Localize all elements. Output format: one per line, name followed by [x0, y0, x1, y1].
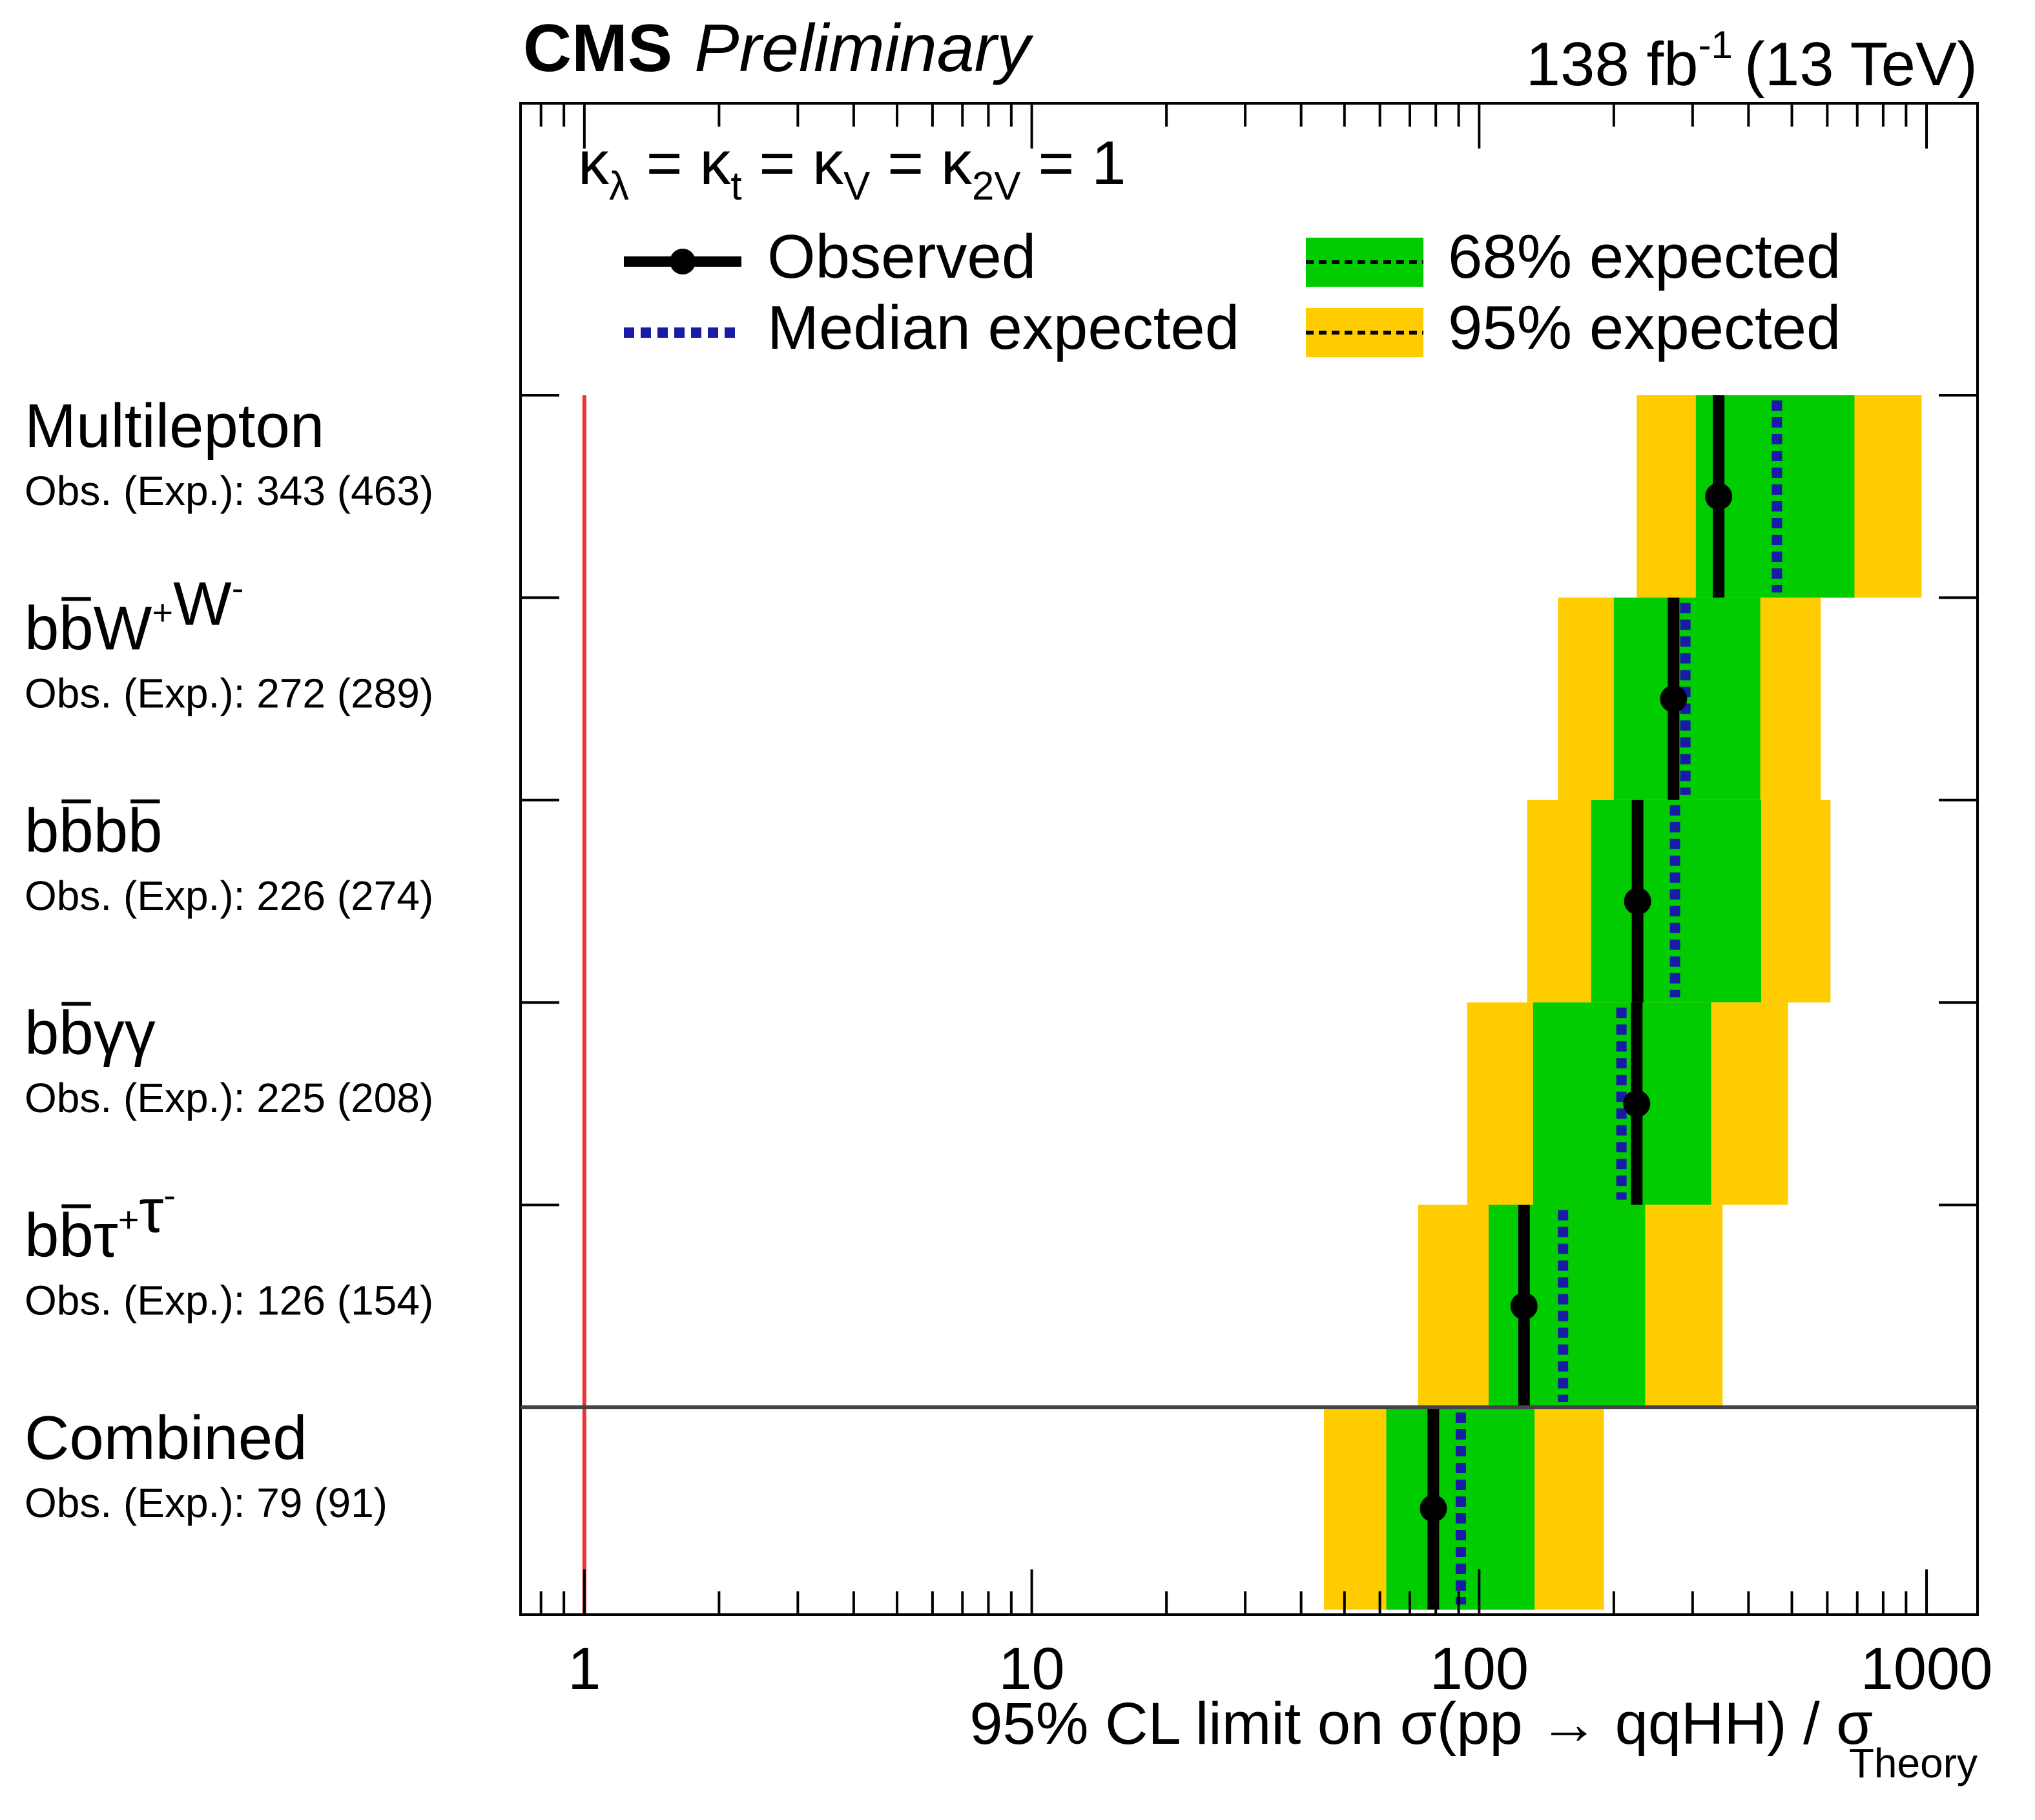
band-68-bbgg: [1533, 1002, 1711, 1205]
channel-summary-bbgg: Obs. (Exp.): 225 (208): [25, 1075, 433, 1121]
channel-summary-Combined: Obs. (Exp.): 79 (91): [25, 1480, 387, 1526]
channel-name-part: b: [59, 594, 93, 663]
channel-name-bbWW: bbW+W-: [25, 567, 243, 663]
x-axis-ticks: 1 10 100 1000: [539, 103, 1993, 1702]
x-tick-label: 1000: [1861, 1636, 1993, 1702]
coupling-part: λ: [609, 164, 629, 209]
luminosity-label: 138 fb-1 (13 TeV): [1526, 23, 1978, 99]
channel-name-part: b: [25, 1201, 59, 1270]
channel-name-part: τ: [139, 1177, 163, 1246]
channel-name-part: b: [59, 998, 93, 1068]
observed-marker-bbbb: [1624, 887, 1651, 915]
channel-name-part: +: [118, 1199, 139, 1240]
lumi-exponent: -1: [1699, 23, 1733, 67]
x-tick-label: 1: [568, 1636, 601, 1702]
channel-name-part: Combined: [25, 1403, 307, 1473]
coupling-part: = κ: [629, 129, 731, 198]
channel-name-part: τ: [94, 1201, 118, 1270]
channel-name-part: -: [163, 1175, 176, 1215]
experiment-label: CMS: [523, 11, 672, 86]
channel-name-part: Multilepton: [25, 391, 324, 460]
channel-name-part: b: [128, 796, 162, 865]
coupling-part: = κ: [870, 129, 972, 198]
channel-name-Multilepton: Multilepton: [25, 391, 324, 460]
channel-name-part: W: [94, 594, 152, 663]
coupling-part: t: [730, 164, 741, 209]
coupling-part: κ: [578, 129, 610, 198]
observed-marker-bbWW: [1660, 685, 1688, 713]
observed-marker-Combined: [1420, 1494, 1447, 1522]
observed-marker-Multilepton: [1705, 482, 1733, 510]
channel-name-part: b: [94, 796, 128, 865]
legend: κλ = κt = κV = κ2V = 1 Observed Median e…: [578, 129, 1841, 362]
separator-layer: [521, 394, 1978, 1409]
channel-summary-bbbb: Obs. (Exp.): 226 (274): [25, 873, 433, 919]
channel-name-part: +: [152, 592, 173, 632]
observed-marker-bbtautau: [1510, 1292, 1538, 1320]
observed-marker-bbgg: [1623, 1090, 1651, 1117]
x-axis-title: 95% CL limit on σ(pp → qqHH) / σ: [969, 1691, 1873, 1757]
legend-95-label: 95% expected: [1448, 293, 1841, 362]
channel-name-part: b: [25, 998, 59, 1068]
legend-median-label: Median expected: [767, 293, 1239, 362]
channel-name-part: -: [232, 567, 244, 608]
x-tick-label: 10: [998, 1636, 1064, 1702]
channel-name-bbtautau: bbτ+τ-: [25, 1175, 176, 1270]
lumi-value: 138 fb: [1526, 30, 1699, 99]
band-68-bbbb: [1591, 800, 1762, 1003]
channel-name-part: b: [25, 796, 59, 865]
x-axis-title-subscript: Theory: [1849, 1740, 1978, 1786]
coupling-part: 2V: [972, 164, 1021, 209]
channel-name-part: W: [173, 569, 232, 638]
x-tick-label: 100: [1430, 1636, 1529, 1702]
legend-coupling-text: κλ = κt = κV = κ2V = 1: [578, 129, 1126, 209]
cms-header: CMS Preliminary: [523, 11, 1034, 86]
coupling-part: = κ: [742, 129, 844, 198]
status-label: Preliminary: [694, 11, 1034, 86]
coupling-part: V: [843, 164, 871, 209]
marks-layer: [1420, 395, 1782, 1610]
channel-summary-bbWW: Obs. (Exp.): 272 (289): [25, 670, 433, 716]
plot-frame: [519, 102, 1979, 1616]
channel-summary-Multilepton: Obs. (Exp.): 343 (463): [25, 468, 433, 514]
energy-label: (13 TeV): [1744, 30, 1978, 99]
channel-name-Combined: Combined: [25, 1403, 307, 1473]
channel-name-bbbb: bbbb: [25, 796, 163, 865]
coupling-part: = 1: [1021, 129, 1126, 198]
bands-layer: [1324, 395, 1922, 1610]
channel-name-part: γγ: [94, 998, 156, 1068]
channel-name-bbgg: bbγγ: [25, 998, 156, 1068]
channel-summary-bbtautau: Obs. (Exp.): 126 (154): [25, 1277, 433, 1324]
channel-name-part: b: [25, 594, 59, 663]
legend-observed-label: Observed: [767, 222, 1036, 291]
legend-68-label: 68% expected: [1448, 222, 1841, 291]
legend-observed-marker: [670, 249, 696, 274]
channel-name-part: b: [59, 1201, 93, 1270]
band-68-Combined: [1386, 1407, 1535, 1610]
channel-name-part: b: [59, 796, 93, 865]
